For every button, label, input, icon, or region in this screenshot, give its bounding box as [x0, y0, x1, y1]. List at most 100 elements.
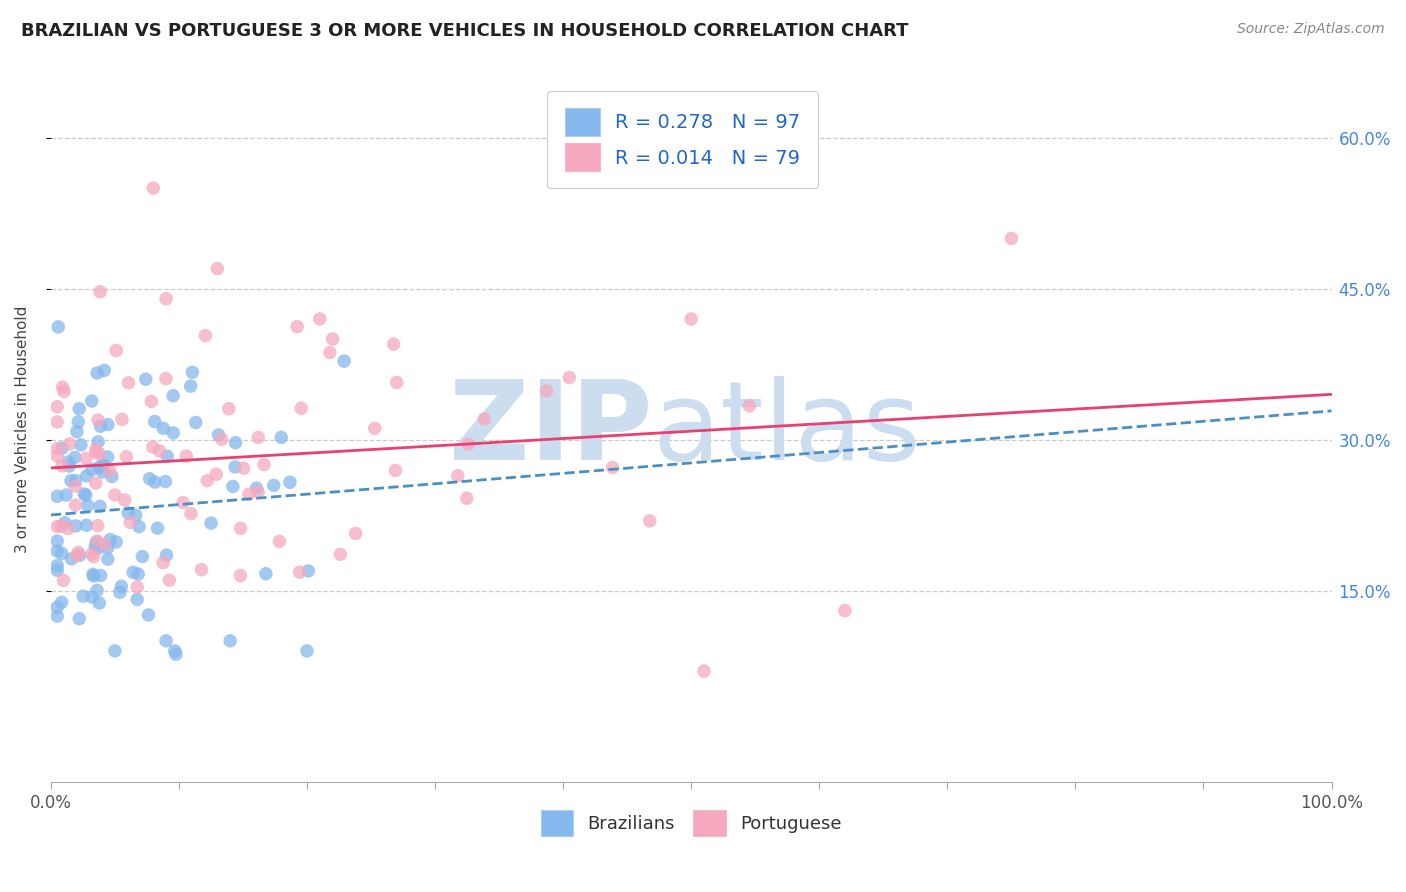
Point [344, 526, 367, 541]
Point [135, 372, 157, 386]
Point [385, 376, 408, 390]
Point [98, 533, 121, 547]
Point [51, 547, 73, 561]
Point [58, 458, 80, 473]
Point [263, 478, 285, 492]
Point [127, 567, 149, 582]
Point [46, 519, 69, 533]
Point [87, 541, 110, 556]
Point [834, 604, 856, 618]
Point [87, 518, 110, 533]
Point [51, 441, 73, 455]
Point [290, 401, 312, 416]
Point [63, 450, 86, 465]
Point [110, 579, 132, 593]
Point [51, 595, 73, 609]
Point [205, 467, 228, 482]
Point [247, 430, 270, 444]
Point [229, 568, 252, 582]
Point [97, 450, 120, 464]
Point [142, 440, 165, 454]
Point [156, 449, 179, 463]
Point [738, 399, 761, 413]
Point [67, 612, 90, 626]
Point [127, 580, 149, 594]
Point [224, 459, 246, 474]
Point [270, 430, 292, 444]
Point [157, 573, 180, 587]
Point [149, 444, 172, 458]
Point [46, 558, 69, 573]
Point [155, 371, 177, 385]
Point [84, 442, 107, 457]
Point [46, 600, 69, 615]
Point [297, 564, 319, 578]
Point [76, 499, 98, 513]
Point [329, 547, 352, 561]
Point [69, 549, 91, 563]
Point [46, 609, 69, 624]
Point [472, 412, 495, 426]
Point [75, 488, 97, 502]
Point [125, 508, 148, 523]
Point [131, 549, 153, 564]
Point [114, 492, 136, 507]
Point [278, 475, 301, 490]
Point [65, 519, 87, 533]
Point [46, 534, 69, 549]
Point [91, 458, 114, 473]
Point [229, 521, 252, 535]
Point [155, 633, 177, 648]
Point [163, 644, 186, 658]
Point [91, 465, 114, 479]
Point [172, 495, 194, 509]
Point [72, 589, 94, 603]
Point [70, 438, 93, 452]
Y-axis label: 3 or more Vehicles in Household: 3 or more Vehicles in Household [15, 306, 30, 553]
Point [194, 328, 217, 343]
Point [165, 648, 187, 662]
Point [65, 498, 87, 512]
Point [60, 552, 83, 566]
Point [211, 432, 233, 446]
Point [55, 488, 77, 502]
Point [558, 370, 581, 384]
Point [97, 417, 120, 432]
Point [53, 516, 76, 530]
Point [104, 488, 127, 502]
Text: atlas: atlas [652, 376, 921, 483]
Point [93, 363, 115, 377]
Point [384, 463, 406, 477]
Point [86, 583, 108, 598]
Point [115, 450, 138, 464]
Point [218, 401, 240, 416]
Point [104, 644, 127, 658]
Point [184, 416, 207, 430]
Point [288, 566, 311, 580]
Point [46, 442, 69, 456]
Point [80, 590, 103, 604]
Point [285, 319, 308, 334]
Point [322, 332, 344, 346]
Point [52, 384, 75, 399]
Point [232, 461, 254, 475]
Point [84, 445, 107, 459]
Point [56, 522, 79, 536]
Point [152, 556, 174, 570]
Point [638, 514, 661, 528]
Point [138, 607, 160, 622]
Point [83, 549, 105, 564]
Point [87, 413, 110, 427]
Point [247, 485, 270, 500]
Point [75, 451, 97, 466]
Point [98, 464, 121, 478]
Point [117, 376, 139, 390]
Point [87, 434, 110, 449]
Point [120, 516, 142, 530]
Point [141, 394, 163, 409]
Point [143, 475, 166, 489]
Point [84, 540, 107, 554]
Point [89, 447, 111, 461]
Point [90, 568, 112, 582]
Text: BRAZILIAN VS PORTUGUESE 3 OR MORE VEHICLES IN HOUSEHOLD CORRELATION CHART: BRAZILIAN VS PORTUGUESE 3 OR MORE VEHICL… [21, 22, 908, 40]
